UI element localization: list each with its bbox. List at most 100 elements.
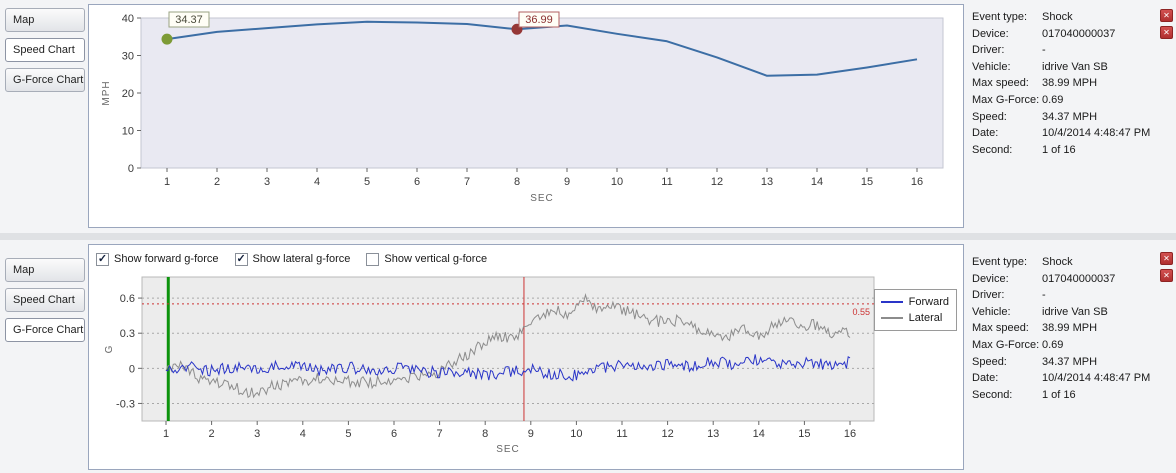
info-value: 0.69 <box>1042 93 1064 106</box>
svg-text:16: 16 <box>911 176 923 188</box>
svg-text:13: 13 <box>761 176 773 188</box>
bottom-tabstrip: Map Speed Chart G-Force Chart <box>5 258 85 342</box>
speed-chart-section: Map Speed Chart G-Force Chart 0 10 20 30 40 1 2 3… <box>0 0 1176 233</box>
svg-text:0.3: 0.3 <box>120 328 135 340</box>
info-row: Speed: 34.37 MPH <box>972 354 1157 371</box>
info-value: 0.69 <box>1042 338 1064 351</box>
checkbox-label: Show forward g-force <box>114 253 219 265</box>
svg-text:2: 2 <box>209 428 215 440</box>
close-icon[interactable]: ✕ <box>1160 269 1173 282</box>
gforce-checkbox-row: ✓ Show forward g-force ✓ Show lateral g-for… <box>96 250 487 268</box>
info-value: - <box>1042 44 1046 57</box>
tab-speed-chart[interactable]: Speed Chart <box>5 288 85 312</box>
svg-text:G: G <box>104 345 115 354</box>
svg-text:0: 0 <box>128 163 134 175</box>
info-value: 1 of 16 <box>1042 388 1076 401</box>
legend-label: Forward <box>908 296 949 308</box>
top-tabstrip: Map Speed Chart G-Force Chart <box>5 8 85 92</box>
info-row: Event type: Shock <box>972 9 1157 26</box>
svg-text:-0.3: -0.3 <box>116 398 135 410</box>
info-label: Second: <box>972 388 1013 401</box>
info-value: 1 of 16 <box>1042 143 1076 156</box>
info-row: Driver: - <box>972 287 1157 304</box>
event-info-panel: Event type: Shock Device: 017040000037 Drive… <box>972 254 1157 403</box>
info-label: Driver: <box>972 289 1005 302</box>
checkbox-show-vertical-g-force[interactable]: Show vertical g-force <box>366 252 487 266</box>
svg-text:7: 7 <box>464 176 470 188</box>
info-label: Driver: <box>972 44 1005 57</box>
svg-text:10: 10 <box>570 428 582 440</box>
svg-text:4: 4 <box>314 176 320 188</box>
info-row: Date: 10/4/2014 4:48:47 PM <box>972 370 1157 387</box>
info-row: Speed: 34.37 MPH <box>972 109 1157 126</box>
info-value: idrive Van SB <box>1042 305 1108 318</box>
info-row: Max G-Force: 0.69 <box>972 337 1157 354</box>
info-label: Max speed: <box>972 77 1029 90</box>
info-value: - <box>1042 289 1046 302</box>
svg-text:MPH: MPH <box>101 80 112 105</box>
info-label: Second: <box>972 143 1013 156</box>
info-label: Max G-Force: <box>972 338 1040 351</box>
info-row: Second: 1 of 16 <box>972 387 1157 404</box>
info-row: Vehicle: idrive Van SB <box>972 304 1157 321</box>
info-label: Device: <box>972 27 1009 40</box>
svg-text:20: 20 <box>122 88 134 100</box>
gforce-chart-frame: ✓ Show forward g-force ✓ Show lateral g-for… <box>88 244 964 470</box>
info-value: 10/4/2014 4:48:47 PM <box>1042 372 1151 385</box>
tab-g-force-chart[interactable]: G-Force Chart <box>5 68 85 92</box>
tab-speed-chart[interactable]: Speed Chart <box>5 38 85 62</box>
svg-text:34.37: 34.37 <box>175 14 203 26</box>
gforce-chart[interactable]: -0.300.30.61 2 3 4 5 6 7 8 9 10 11 12 13 14 15 16SECG0.… <box>96 271 884 469</box>
svg-text:8: 8 <box>514 176 520 188</box>
close-icon[interactable]: ✕ <box>1160 252 1173 265</box>
svg-text:6: 6 <box>414 176 420 188</box>
svg-text:30: 30 <box>122 51 134 63</box>
svg-text:1: 1 <box>164 176 170 188</box>
info-value: Shock <box>1042 256 1073 268</box>
info-value: 10/4/2014 4:48:47 PM <box>1042 127 1151 140</box>
speed-marker <box>161 33 173 45</box>
svg-text:8: 8 <box>482 428 488 440</box>
info-value: 017040000037 <box>1042 27 1116 40</box>
close-icon[interactable]: ✕ <box>1160 26 1173 39</box>
svg-text:11: 11 <box>616 428 627 440</box>
close-icon[interactable]: ✕ <box>1160 9 1173 22</box>
info-value: 38.99 MPH <box>1042 77 1098 90</box>
info-label: Vehicle: <box>972 305 1011 318</box>
info-row: Driver: - <box>972 42 1157 59</box>
svg-text:7: 7 <box>437 428 443 440</box>
info-value: 38.99 MPH <box>1042 322 1098 335</box>
checkbox-checked-icon[interactable]: ✓ <box>96 252 109 266</box>
tab-g-force-chart[interactable]: G-Force Chart <box>5 318 85 342</box>
svg-text:10: 10 <box>122 126 134 138</box>
checkbox-show-forward-g-force[interactable]: ✓ Show forward g-force <box>96 252 219 266</box>
info-value: 017040000037 <box>1042 272 1116 285</box>
info-row: Second: 1 of 16 <box>972 142 1157 159</box>
tab-map[interactable]: Map <box>5 258 85 282</box>
info-label: Speed: <box>972 110 1007 123</box>
info-label: Max speed: <box>972 322 1029 335</box>
checkbox-show-lateral-g-force[interactable]: ✓ Show lateral g-force <box>234 252 351 266</box>
svg-text:4: 4 <box>300 428 306 440</box>
legend-item-forward: Forward <box>880 294 949 310</box>
svg-text:16: 16 <box>844 428 856 440</box>
info-label: Device: <box>972 272 1009 285</box>
close-button-stack: ✕ ✕ <box>1160 252 1173 282</box>
info-label: Date: <box>972 127 999 140</box>
info-row: Max G-Force: 0.69 <box>972 92 1157 109</box>
tab-map[interactable]: Map <box>5 8 85 32</box>
checkbox-checked-icon[interactable]: ✓ <box>234 252 248 266</box>
series-lateral <box>165 292 851 399</box>
svg-text:5: 5 <box>345 428 351 440</box>
speed-chart-frame: 0 10 20 30 40 1 2 3 4 5 6 7 8 9 10 11 12 13 14 15 16 SEC MPH 34… <box>88 4 964 228</box>
svg-text:3: 3 <box>264 176 270 188</box>
legend-label: Lateral <box>908 312 943 324</box>
checkbox-unchecked-icon[interactable] <box>366 252 380 266</box>
checkbox-label: Show lateral g-force <box>252 253 351 265</box>
svg-text:SEC: SEC <box>496 444 520 455</box>
info-value: 34.37 MPH <box>1042 355 1098 368</box>
svg-text:12: 12 <box>711 176 723 188</box>
legend-line-icon <box>880 317 903 319</box>
